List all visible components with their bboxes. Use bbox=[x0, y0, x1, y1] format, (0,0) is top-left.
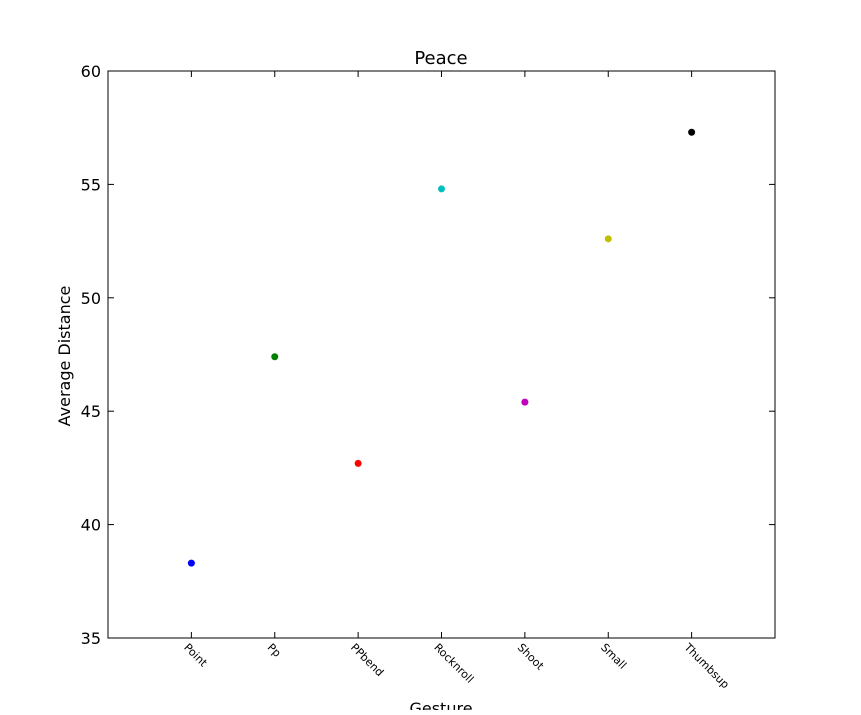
plot-area-frame bbox=[107, 70, 776, 639]
chart-title: Peace bbox=[414, 48, 467, 69]
data-point-pp bbox=[271, 353, 279, 361]
x-axis-ticks: Point Pp PPbend Rocknroll Shoot Small Thumbsup bbox=[181, 71, 732, 691]
x-tick-label: Shoot bbox=[515, 641, 547, 673]
y-tick-label: 60 bbox=[81, 62, 101, 81]
data-point-shoot bbox=[521, 398, 529, 406]
y-tick-label: 55 bbox=[81, 175, 101, 194]
y-axis-label: Average Distance bbox=[55, 286, 74, 427]
data-point-small bbox=[604, 235, 612, 243]
y-axis-ticks: 35 40 45 50 55 60 bbox=[81, 62, 775, 648]
y-tick-label: 40 bbox=[81, 516, 101, 535]
data-point-point bbox=[187, 559, 195, 567]
data-point-rocknroll bbox=[438, 185, 445, 193]
x-tick-label: PPbend bbox=[348, 641, 386, 679]
data-point-thumbsup bbox=[688, 128, 696, 136]
data-points bbox=[187, 128, 696, 567]
x-tick-label: Small bbox=[598, 641, 629, 672]
y-tick-label: 35 bbox=[81, 629, 101, 648]
y-tick-label: 45 bbox=[81, 402, 101, 421]
x-axis-label: Gesture bbox=[409, 699, 472, 710]
x-tick-label: Point bbox=[181, 641, 210, 670]
y-tick-label: 50 bbox=[81, 289, 101, 308]
data-point-ppbend bbox=[354, 459, 362, 467]
x-tick-label: Thumbsup bbox=[681, 640, 732, 691]
x-tick-label: Rocknroll bbox=[431, 641, 476, 686]
x-tick-label: Pp bbox=[265, 641, 284, 660]
